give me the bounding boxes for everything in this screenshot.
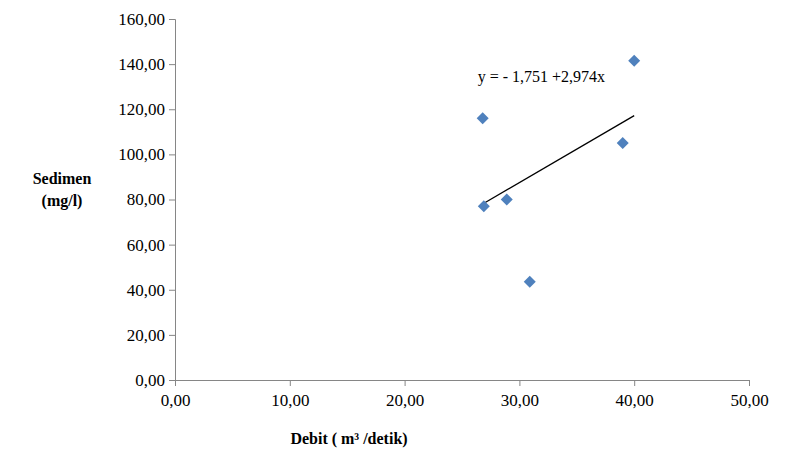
x-tick-mark <box>749 380 750 386</box>
y-tick-label: 140,00 <box>118 55 165 74</box>
x-tick-label: 30,00 <box>501 391 539 410</box>
y-axis: 0,00 20,00 40,00 60,00 80,00 100,00 120,00 140,… <box>118 10 175 390</box>
y-tick: 20,00 <box>127 326 175 345</box>
point <box>478 200 490 212</box>
x-tick: 40,00 <box>616 380 654 410</box>
y-tick: 140,00 <box>118 55 175 74</box>
x-axis: 0,00 10,00 20,00 30,00 40,00 50,00 <box>161 380 769 410</box>
y-tick-mark <box>169 64 175 65</box>
x-tick: 30,00 <box>501 380 539 410</box>
y-tick: 40,00 <box>127 281 175 300</box>
point <box>617 137 629 149</box>
y-tick-label: 40,00 <box>127 281 165 300</box>
y-axis-line <box>169 20 176 381</box>
annotation: y = - 1,751 +2,974x <box>478 68 605 86</box>
y-tick-label: 120,00 <box>118 100 165 119</box>
y-tick: 100,00 <box>118 145 175 164</box>
y-tick: 0,00 <box>135 371 175 390</box>
x-tick: 0,00 <box>161 380 191 410</box>
y-tick: 80,00 <box>127 190 175 209</box>
x-tick-label: 20,00 <box>386 391 424 410</box>
chart: 0,00 10,00 20,00 30,00 40,00 50,00 0,00 20,00 40… <box>0 0 786 466</box>
x-tick: 10,00 <box>271 380 309 410</box>
x-axis-title: Debit ( m³ /detik) <box>290 430 407 448</box>
x-tick-mark <box>519 380 520 386</box>
y-tick-mark <box>169 200 175 201</box>
x-tick: 20,00 <box>386 380 424 410</box>
y-tick-mark <box>169 335 175 336</box>
y-axis-title: Sedimen <box>33 170 92 187</box>
x-tick-label: 40,00 <box>616 391 654 410</box>
y-tick-label: 20,00 <box>127 326 165 345</box>
x-axis-line <box>176 381 750 387</box>
y-tick-label: 0,00 <box>135 371 165 390</box>
x-tick-label: 50,00 <box>730 391 768 410</box>
trend-line <box>483 116 635 204</box>
x-tick-label: 10,00 <box>271 391 309 410</box>
y-tick-mark <box>169 380 175 381</box>
y-tick-mark <box>169 19 175 20</box>
y-tick: 160,00 <box>118 10 175 29</box>
y-tick-label: 100,00 <box>118 145 165 164</box>
x-tick-label: 0,00 <box>161 391 191 410</box>
point <box>524 276 536 288</box>
y-tick-mark <box>169 245 175 246</box>
y-tick-label: 60,00 <box>127 236 165 255</box>
y-tick-mark <box>169 154 175 155</box>
y-tick: 60,00 <box>127 236 175 255</box>
plot-area <box>477 55 641 288</box>
y-tick: 120,00 <box>118 100 175 119</box>
y-tick-label: 160,00 <box>118 10 165 29</box>
x-tick-mark <box>634 380 635 386</box>
x-tick: 50,00 <box>730 380 768 410</box>
point <box>501 193 513 205</box>
x-tick-mark <box>290 380 291 386</box>
y-axis-title: (mg/l) <box>42 192 83 210</box>
y-tick-mark <box>169 290 175 291</box>
y-tick-mark <box>169 109 175 110</box>
y-tick-label: 80,00 <box>127 190 165 209</box>
point <box>477 112 489 124</box>
point <box>628 55 640 67</box>
x-tick-mark <box>405 380 406 386</box>
